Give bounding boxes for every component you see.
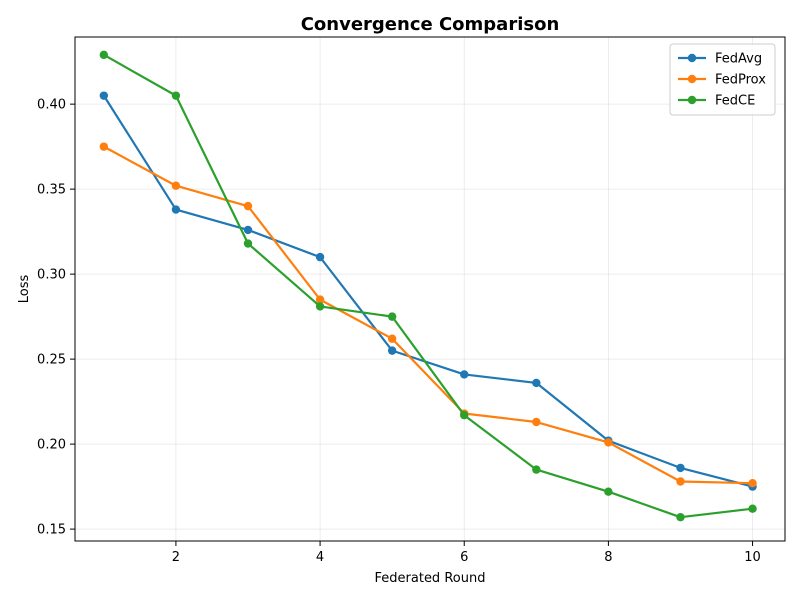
data-point-fedprox bbox=[604, 438, 613, 447]
series-fedce bbox=[99, 50, 757, 522]
y-tick-label: 0.20 bbox=[37, 438, 66, 453]
data-point-fedavg bbox=[99, 91, 109, 100]
grid bbox=[75, 37, 785, 541]
x-tick-label: 10 bbox=[744, 550, 761, 565]
y-axis-ticks: 0.15 0.20 0.25 0.30 0.35 0.40 bbox=[37, 98, 75, 538]
data-point-fedce bbox=[99, 50, 109, 60]
legend-label-fedprox: FedProx bbox=[715, 73, 766, 88]
data-point-fedprox bbox=[171, 181, 181, 190]
plot-area-frame bbox=[74, 36, 786, 542]
x-axis-ticks: 2 4 6 8 10 bbox=[172, 541, 761, 565]
series-fedprox bbox=[99, 142, 757, 488]
y-tick-label: 0.40 bbox=[37, 98, 66, 113]
data-point-fedavg bbox=[532, 378, 541, 388]
data-point-fedprox bbox=[243, 201, 253, 211]
data-point-fedavg bbox=[171, 205, 181, 214]
series-line-fedprox bbox=[103, 145, 753, 485]
legend-label-fedce: FedCE bbox=[715, 94, 755, 109]
data-point-fedce bbox=[171, 91, 181, 100]
data-point-fedavg bbox=[460, 370, 469, 379]
legend-item-fedprox: FedProx bbox=[678, 73, 766, 88]
legend: FedAvg FedProx FedCE bbox=[669, 43, 776, 116]
data-point-fedce bbox=[460, 411, 469, 420]
series-line-fedavg bbox=[102, 95, 753, 488]
data-point-fedprox bbox=[676, 477, 685, 486]
y-tick-label: 0.30 bbox=[37, 268, 66, 283]
data-point-fedavg bbox=[387, 346, 397, 355]
series-group bbox=[99, 50, 757, 522]
data-point-fedavg bbox=[243, 225, 253, 235]
x-tick-label: 8 bbox=[604, 550, 612, 565]
data-point-fedprox bbox=[315, 295, 325, 304]
legend-marker-fedprox bbox=[687, 74, 697, 84]
data-point-fedprox bbox=[532, 417, 541, 427]
legend-item-fedce: FedCE bbox=[678, 94, 755, 109]
legend-label-fedavg: FedAvg bbox=[715, 52, 762, 67]
x-tick-label: 4 bbox=[316, 550, 324, 565]
data-point-fedce bbox=[243, 239, 253, 248]
legend-marker-fedce bbox=[687, 95, 697, 105]
data-point-fedavg bbox=[315, 252, 325, 262]
chart-title: Convergence Comparison bbox=[301, 14, 560, 35]
data-point-fedavg bbox=[676, 463, 685, 473]
legend-item-fedavg: FedAvg bbox=[678, 52, 762, 67]
data-point-fedce bbox=[387, 312, 397, 321]
data-point-fedprox bbox=[748, 479, 757, 488]
legend-marker-fedavg bbox=[687, 53, 697, 63]
data-point-fedce bbox=[532, 465, 541, 474]
data-point-fedce bbox=[604, 487, 613, 496]
x-axis-label: Federated Round bbox=[375, 571, 486, 586]
data-point-fedce bbox=[315, 302, 325, 311]
data-point-fedprox bbox=[387, 334, 397, 343]
series-line-fedce bbox=[103, 53, 753, 519]
data-point-fedce bbox=[748, 504, 757, 513]
y-tick-label: 0.15 bbox=[37, 523, 66, 538]
y-tick-label: 0.25 bbox=[37, 353, 66, 368]
y-tick-label: 0.35 bbox=[37, 183, 66, 198]
legend-box bbox=[669, 43, 776, 116]
y-axis-label: Loss bbox=[17, 275, 32, 304]
x-tick-label: 6 bbox=[460, 550, 468, 565]
data-point-fedce bbox=[676, 513, 685, 522]
x-tick-label: 2 bbox=[172, 550, 180, 565]
data-point-fedprox bbox=[99, 142, 109, 151]
